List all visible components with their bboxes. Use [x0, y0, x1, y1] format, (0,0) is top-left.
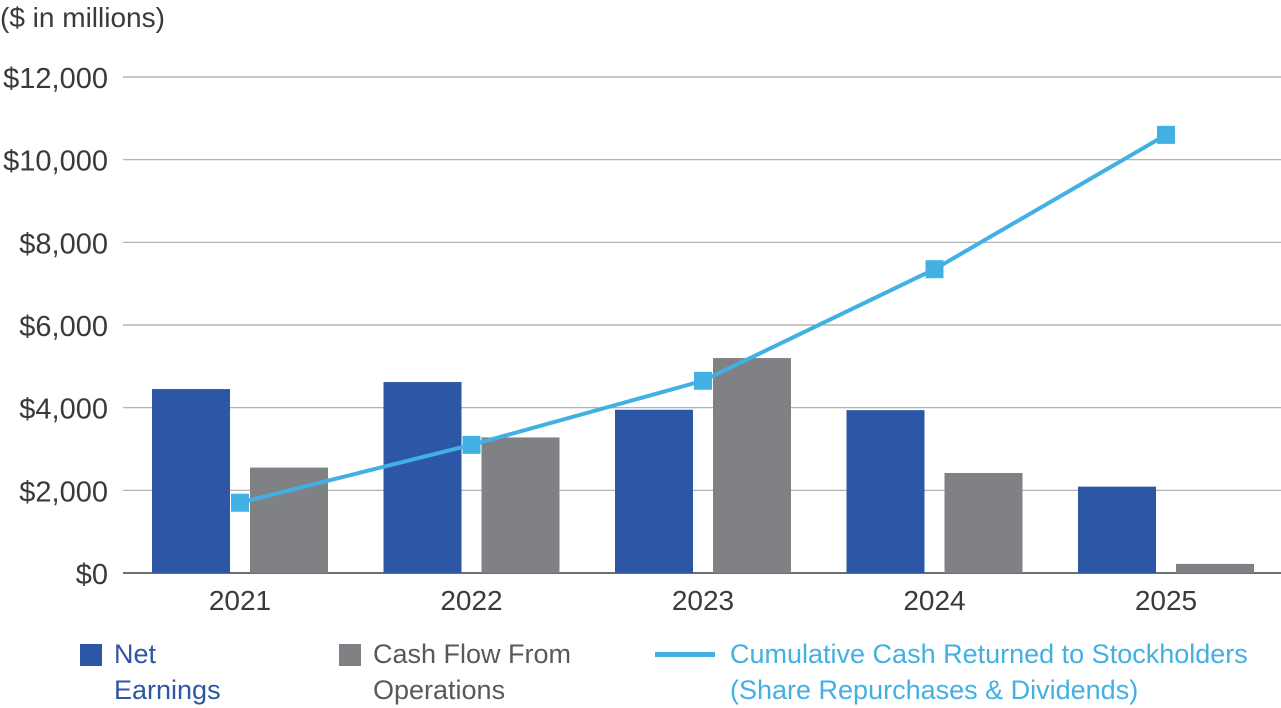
bar-net-earnings	[615, 409, 693, 573]
legend-swatch-cash-flow	[339, 644, 361, 666]
legend-label-cash-flow: Cash Flow From Operations	[373, 639, 572, 705]
legend-line-cumulative-cash	[655, 652, 715, 657]
bar-cash-flow	[481, 437, 560, 573]
legend-label-net-earnings: Net Earnings	[114, 639, 221, 705]
y-tick-label: $4,000	[19, 394, 108, 426]
bar-net-earnings	[152, 389, 230, 573]
bar-net-earnings	[383, 382, 462, 573]
y-tick-label: $12,000	[3, 63, 108, 95]
y-tick-label: $0	[76, 559, 108, 591]
y-tick-label: $10,000	[3, 146, 108, 178]
x-tick-label: 2024	[903, 585, 965, 616]
legend-swatch-net-earnings	[80, 644, 102, 666]
bar-cash-flow	[944, 472, 1023, 573]
x-tick-label: 2021	[209, 585, 271, 616]
cumulative-cash-marker	[231, 493, 249, 512]
bar-net-earnings	[1078, 486, 1156, 573]
x-tick-label: 2025	[1135, 585, 1197, 616]
cumulative-cash-marker	[462, 435, 481, 454]
cumulative-cash-line	[239, 133, 1168, 505]
cumulative-cash-marker	[1157, 125, 1175, 144]
x-tick-label: 2023	[672, 585, 734, 616]
legend-label-cumulative-cash: Cumulative Cash Returned to Stockholders…	[730, 639, 1248, 705]
chart: $0 $2,000 $4,000 $6,000 $8,000 $10,000 $12,000…	[3, 63, 1281, 616]
bar-cash-flow	[1176, 563, 1254, 573]
y-tick-label: $8,000	[19, 228, 108, 260]
y-tick-label: $6,000	[19, 311, 108, 343]
cumulative-cash-marker	[925, 260, 944, 279]
bar-cash-flow	[713, 358, 791, 573]
unit-label: ($ in millions)	[0, 2, 165, 33]
x-tick-label: 2022	[440, 585, 502, 616]
cumulative-cash-marker	[694, 371, 712, 390]
bar-net-earnings	[846, 410, 925, 573]
y-tick-label: $2,000	[19, 476, 108, 508]
